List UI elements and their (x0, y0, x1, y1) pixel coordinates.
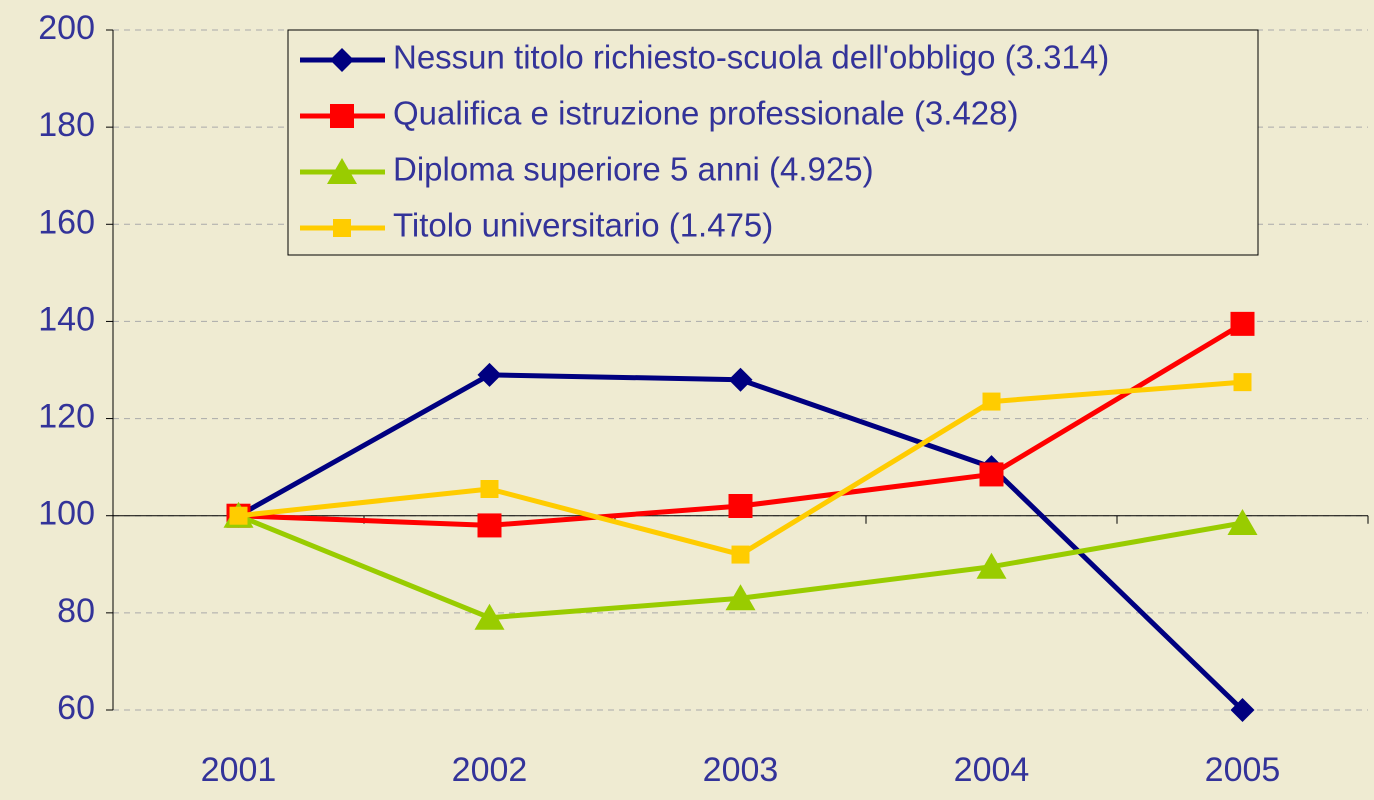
marker (229, 506, 248, 525)
marker (480, 480, 499, 498)
y-tick-label: 100 (38, 495, 95, 533)
x-tick-label: 2003 (703, 751, 779, 789)
marker (1233, 373, 1252, 392)
legend-box (287, 29, 1259, 256)
legend-label: Qualifica e istruzione professionale (3.… (393, 95, 1019, 132)
marker (982, 392, 1001, 411)
marker (731, 545, 750, 564)
legend: Nessun titolo richiesto-scuola dell'obbl… (287, 29, 1259, 256)
marker (1230, 311, 1255, 336)
y-tick-label: 80 (57, 592, 95, 630)
marker (330, 104, 354, 128)
y-tick-label: 180 (38, 106, 95, 144)
x-tick-label: 2004 (954, 751, 1030, 789)
marker (725, 584, 756, 611)
x-tick-label: 2001 (201, 751, 277, 789)
marker (1230, 698, 1255, 722)
y-tick-label: 120 (38, 398, 95, 436)
marker (333, 219, 351, 237)
marker (477, 362, 502, 387)
marker (728, 367, 753, 392)
marker (1227, 509, 1258, 535)
marker (327, 158, 357, 184)
legend-label: Titolo universitario (1.475) (393, 207, 773, 244)
legend-label: Nessun titolo richiesto-scuola dell'obbl… (393, 39, 1109, 76)
y-tick-label: 200 (38, 9, 95, 47)
y-tick-label: 140 (38, 300, 95, 338)
marker (979, 462, 1004, 487)
legend-label: Diploma superiore 5 anni (4.925) (393, 151, 874, 188)
y-tick-label: 60 (57, 689, 95, 727)
marker (477, 513, 502, 538)
y-tick-label: 160 (38, 203, 95, 241)
marker (728, 494, 753, 518)
marker (330, 48, 354, 72)
x-tick-label: 2005 (1205, 751, 1281, 789)
marker (474, 603, 505, 630)
x-tick-label: 2002 (452, 751, 528, 789)
marker (976, 552, 1007, 579)
